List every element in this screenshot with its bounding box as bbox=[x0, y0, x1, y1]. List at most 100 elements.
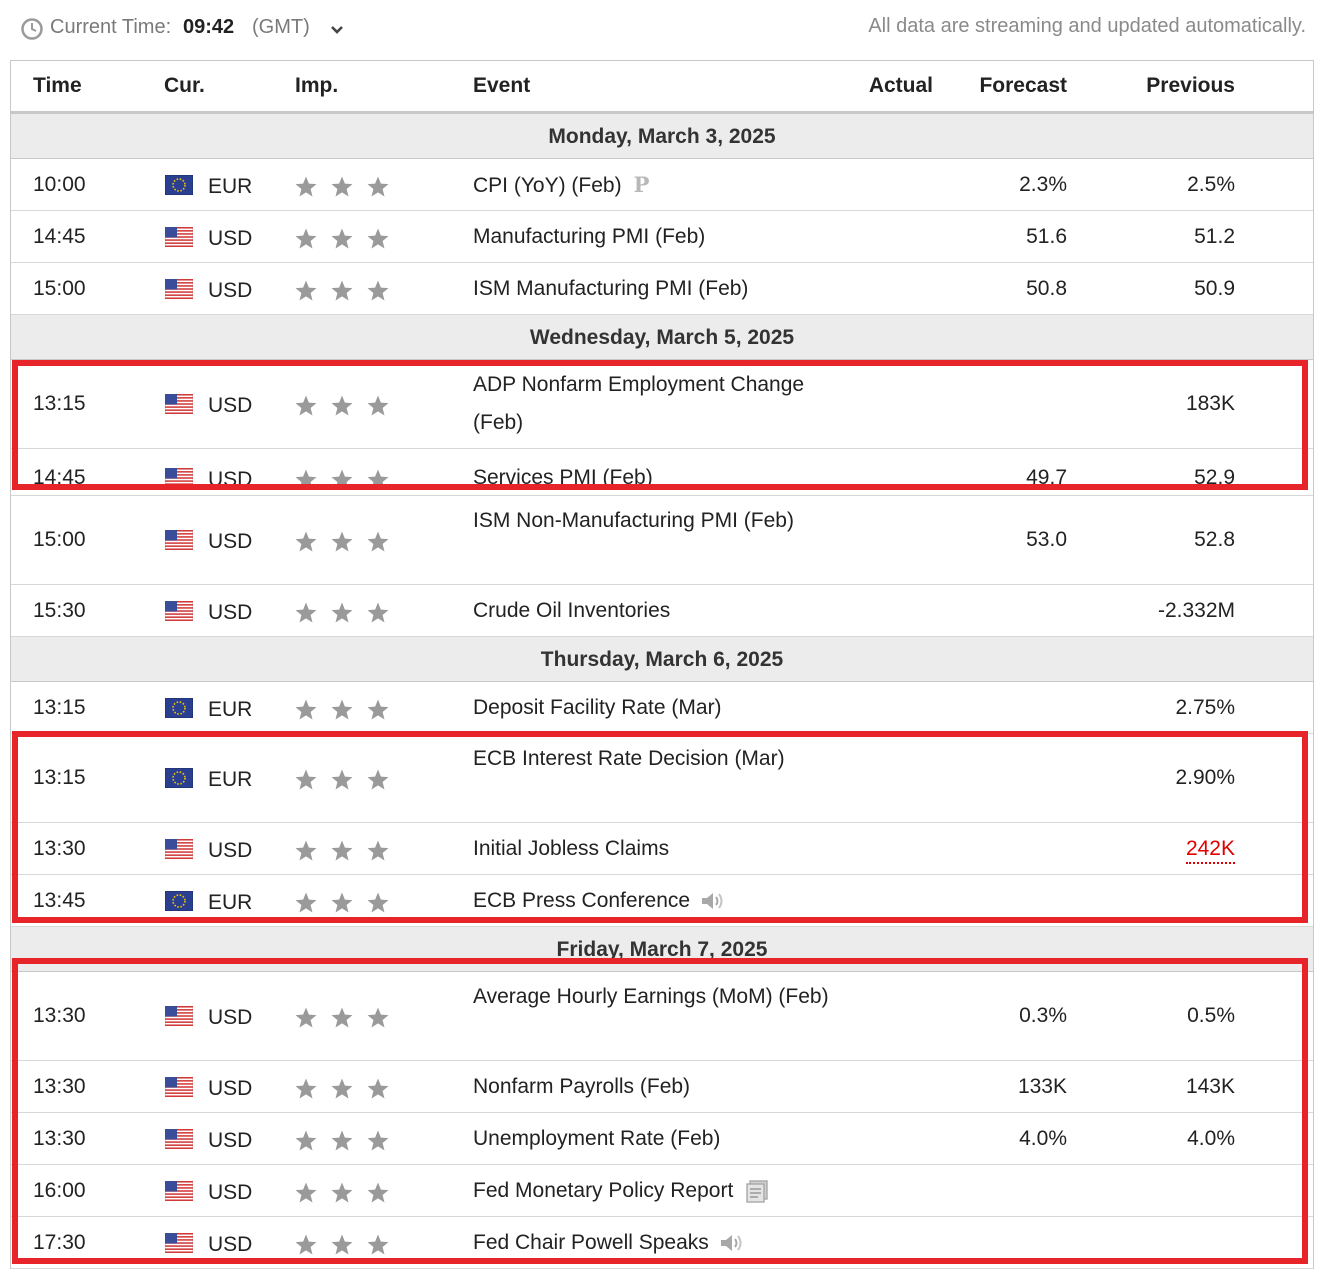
event-row[interactable]: 13:30 USD Nonfarm Payrolls (Feb) 133K 143K bbox=[11, 1061, 1313, 1113]
event-name[interactable]: Nonfarm Payrolls (Feb) bbox=[473, 1068, 843, 1106]
event-name[interactable]: ECB Interest Rate Decision (Mar) bbox=[473, 740, 843, 778]
col-currency[interactable]: Cur. bbox=[164, 74, 205, 97]
event-title[interactable]: ECB Press Conference bbox=[473, 889, 691, 912]
event-title[interactable]: Fed Chair Powell Speaks bbox=[473, 1231, 709, 1254]
star-icon bbox=[295, 840, 317, 861]
previous-text[interactable]: 242K bbox=[1185, 836, 1235, 864]
previous-value: 52.8 bbox=[1194, 521, 1235, 559]
star-icon bbox=[367, 1078, 389, 1099]
event-row[interactable]: 17:30 USD Fed Chair Powell Speaks bbox=[11, 1217, 1313, 1269]
eu-flag-icon bbox=[165, 891, 193, 911]
importance-stars bbox=[294, 691, 402, 729]
star-icon bbox=[295, 280, 317, 301]
importance-stars bbox=[294, 220, 402, 258]
event-title[interactable]: Unemployment Rate (Feb) bbox=[473, 1127, 721, 1150]
event-name[interactable]: Crude Oil Inventories bbox=[473, 592, 843, 630]
event-row[interactable]: 15:00 USD ISM Manufacturing PMI (Feb) 50.8 5… bbox=[11, 263, 1313, 315]
star-icon bbox=[367, 1007, 389, 1028]
event-time: 14:45 bbox=[33, 225, 86, 248]
col-importance[interactable]: Imp. bbox=[295, 74, 339, 97]
event-title[interactable]: ADP Nonfarm Employment Change (Feb) bbox=[473, 373, 805, 434]
star-icon bbox=[295, 699, 317, 720]
event-time: 13:15 bbox=[33, 766, 86, 789]
col-forecast[interactable]: Forecast bbox=[979, 74, 1067, 97]
previous-value: 2.75% bbox=[1175, 689, 1235, 727]
previous-text: 2.5% bbox=[1187, 173, 1235, 196]
event-row[interactable]: 13:30 USD Unemployment Rate (Feb) 4.0% 4.0% bbox=[11, 1113, 1313, 1165]
event-row[interactable]: 13:15 EUR Deposit Facility Rate (Mar) 2.75% bbox=[11, 682, 1313, 734]
col-actual[interactable]: Actual bbox=[868, 74, 933, 97]
speaker-icon[interactable] bbox=[700, 890, 726, 912]
col-previous[interactable]: Previous bbox=[1146, 74, 1235, 97]
event-title[interactable]: Average Hourly Earnings (MoM) (Feb) bbox=[473, 985, 829, 1008]
event-row[interactable]: 13:15 USD ADP Nonfarm Employment Change (F… bbox=[11, 360, 1313, 449]
currency-code: USD bbox=[208, 227, 253, 250]
event-row[interactable]: 13:45 EUR ECB Press Conference bbox=[11, 875, 1313, 927]
event-row[interactable]: 14:45 USD Services PMI (Feb) 49.7 52.9 bbox=[11, 449, 1313, 496]
event-title[interactable]: Manufacturing PMI (Feb) bbox=[473, 225, 706, 248]
event-name[interactable]: Average Hourly Earnings (MoM) (Feb) bbox=[473, 978, 843, 1016]
event-name[interactable]: ISM Non-Manufacturing PMI (Feb) bbox=[473, 502, 843, 540]
star-icon bbox=[331, 1007, 353, 1028]
event-title[interactable]: Deposit Facility Rate (Mar) bbox=[473, 696, 722, 719]
speaker-icon[interactable] bbox=[719, 1232, 745, 1254]
event-title[interactable]: ISM Non-Manufacturing PMI (Feb) bbox=[473, 509, 794, 532]
star-icon bbox=[367, 1130, 389, 1151]
document-icon[interactable] bbox=[745, 1179, 769, 1204]
event-name[interactable]: Services PMI (Feb) bbox=[473, 459, 843, 495]
event-name[interactable]: Manufacturing PMI (Feb) bbox=[473, 218, 843, 256]
event-row[interactable]: 16:00 USD Fed Monetary Policy Report bbox=[11, 1165, 1313, 1217]
event-row[interactable]: 13:15 EUR ECB Interest Rate Decision (Mar)… bbox=[11, 734, 1313, 823]
event-name[interactable]: Deposit Facility Rate (Mar) bbox=[473, 689, 843, 727]
previous-text: 2.90% bbox=[1175, 766, 1235, 789]
day-header: Monday, March 3, 2025 bbox=[11, 114, 1313, 159]
chevron-down-icon[interactable] bbox=[330, 24, 344, 36]
event-row[interactable]: 14:45 USD Manufacturing PMI (Feb) 51.6 51.2 bbox=[11, 211, 1313, 263]
star-icon bbox=[367, 892, 389, 913]
event-title[interactable]: Services PMI (Feb) bbox=[473, 466, 653, 489]
event-time: 13:30 bbox=[33, 1075, 86, 1098]
timezone-label[interactable]: (GMT) bbox=[252, 16, 310, 38]
eu-flag-icon bbox=[165, 698, 193, 718]
event-title[interactable]: ECB Interest Rate Decision (Mar) bbox=[473, 747, 785, 770]
previous-text: 143K bbox=[1185, 1075, 1235, 1098]
star-icon bbox=[331, 769, 353, 790]
eu-flag-icon bbox=[165, 175, 193, 195]
currency-code: USD bbox=[208, 468, 253, 491]
event-row[interactable]: 13:30 USD Average Hourly Earnings (MoM) (F… bbox=[11, 972, 1313, 1061]
event-name[interactable]: ADP Nonfarm Employment Change (Feb) bbox=[473, 366, 843, 442]
event-title[interactable]: ISM Manufacturing PMI (Feb) bbox=[473, 277, 749, 300]
star-icon bbox=[295, 769, 317, 790]
event-row[interactable]: 15:00 USD ISM Non-Manufacturing PMI (Feb) 5… bbox=[11, 496, 1313, 585]
event-title[interactable]: Fed Monetary Policy Report bbox=[473, 1179, 734, 1202]
event-name[interactable]: Unemployment Rate (Feb) bbox=[473, 1120, 843, 1158]
event-row[interactable]: 13:30 USD Initial Jobless Claims 242K bbox=[11, 823, 1313, 875]
event-title[interactable]: Initial Jobless Claims bbox=[473, 837, 670, 860]
us-flag-icon bbox=[165, 530, 193, 550]
eu-flag-icon bbox=[165, 768, 193, 788]
event-title[interactable]: CPI (YoY) (Feb) bbox=[473, 174, 622, 197]
col-event[interactable]: Event bbox=[473, 74, 531, 97]
event-time: 13:15 bbox=[33, 392, 86, 415]
star-icon bbox=[295, 602, 317, 623]
event-row[interactable]: 15:30 USD Crude Oil Inventories -2.332M bbox=[11, 585, 1313, 637]
col-time[interactable]: Time bbox=[33, 74, 82, 97]
event-name[interactable]: Initial Jobless Claims bbox=[473, 830, 843, 868]
star-icon bbox=[295, 1182, 317, 1203]
event-name[interactable]: Fed Chair Powell Speaks bbox=[473, 1224, 843, 1262]
event-row[interactable]: 10:00 EUR CPI (YoY) (Feb) P 2.3% 2.5% bbox=[11, 159, 1313, 211]
star-icon bbox=[295, 531, 317, 552]
event-title[interactable]: Crude Oil Inventories bbox=[473, 599, 671, 622]
event-name[interactable]: ISM Manufacturing PMI (Feb) bbox=[473, 270, 843, 308]
currency-code: USD bbox=[208, 1233, 253, 1256]
event-time: 13:30 bbox=[33, 1004, 86, 1027]
event-title[interactable]: Nonfarm Payrolls (Feb) bbox=[473, 1075, 691, 1098]
star-icon bbox=[367, 469, 389, 490]
forecast-value: 49.7 bbox=[1026, 466, 1067, 489]
star-icon bbox=[367, 176, 389, 197]
event-name[interactable]: CPI (YoY) (Feb) P bbox=[473, 166, 843, 205]
previous-text: 4.0% bbox=[1187, 1127, 1235, 1150]
previous-text: 0.5% bbox=[1187, 1004, 1235, 1027]
event-name[interactable]: ECB Press Conference bbox=[473, 882, 843, 920]
event-name[interactable]: Fed Monetary Policy Report bbox=[473, 1172, 843, 1210]
